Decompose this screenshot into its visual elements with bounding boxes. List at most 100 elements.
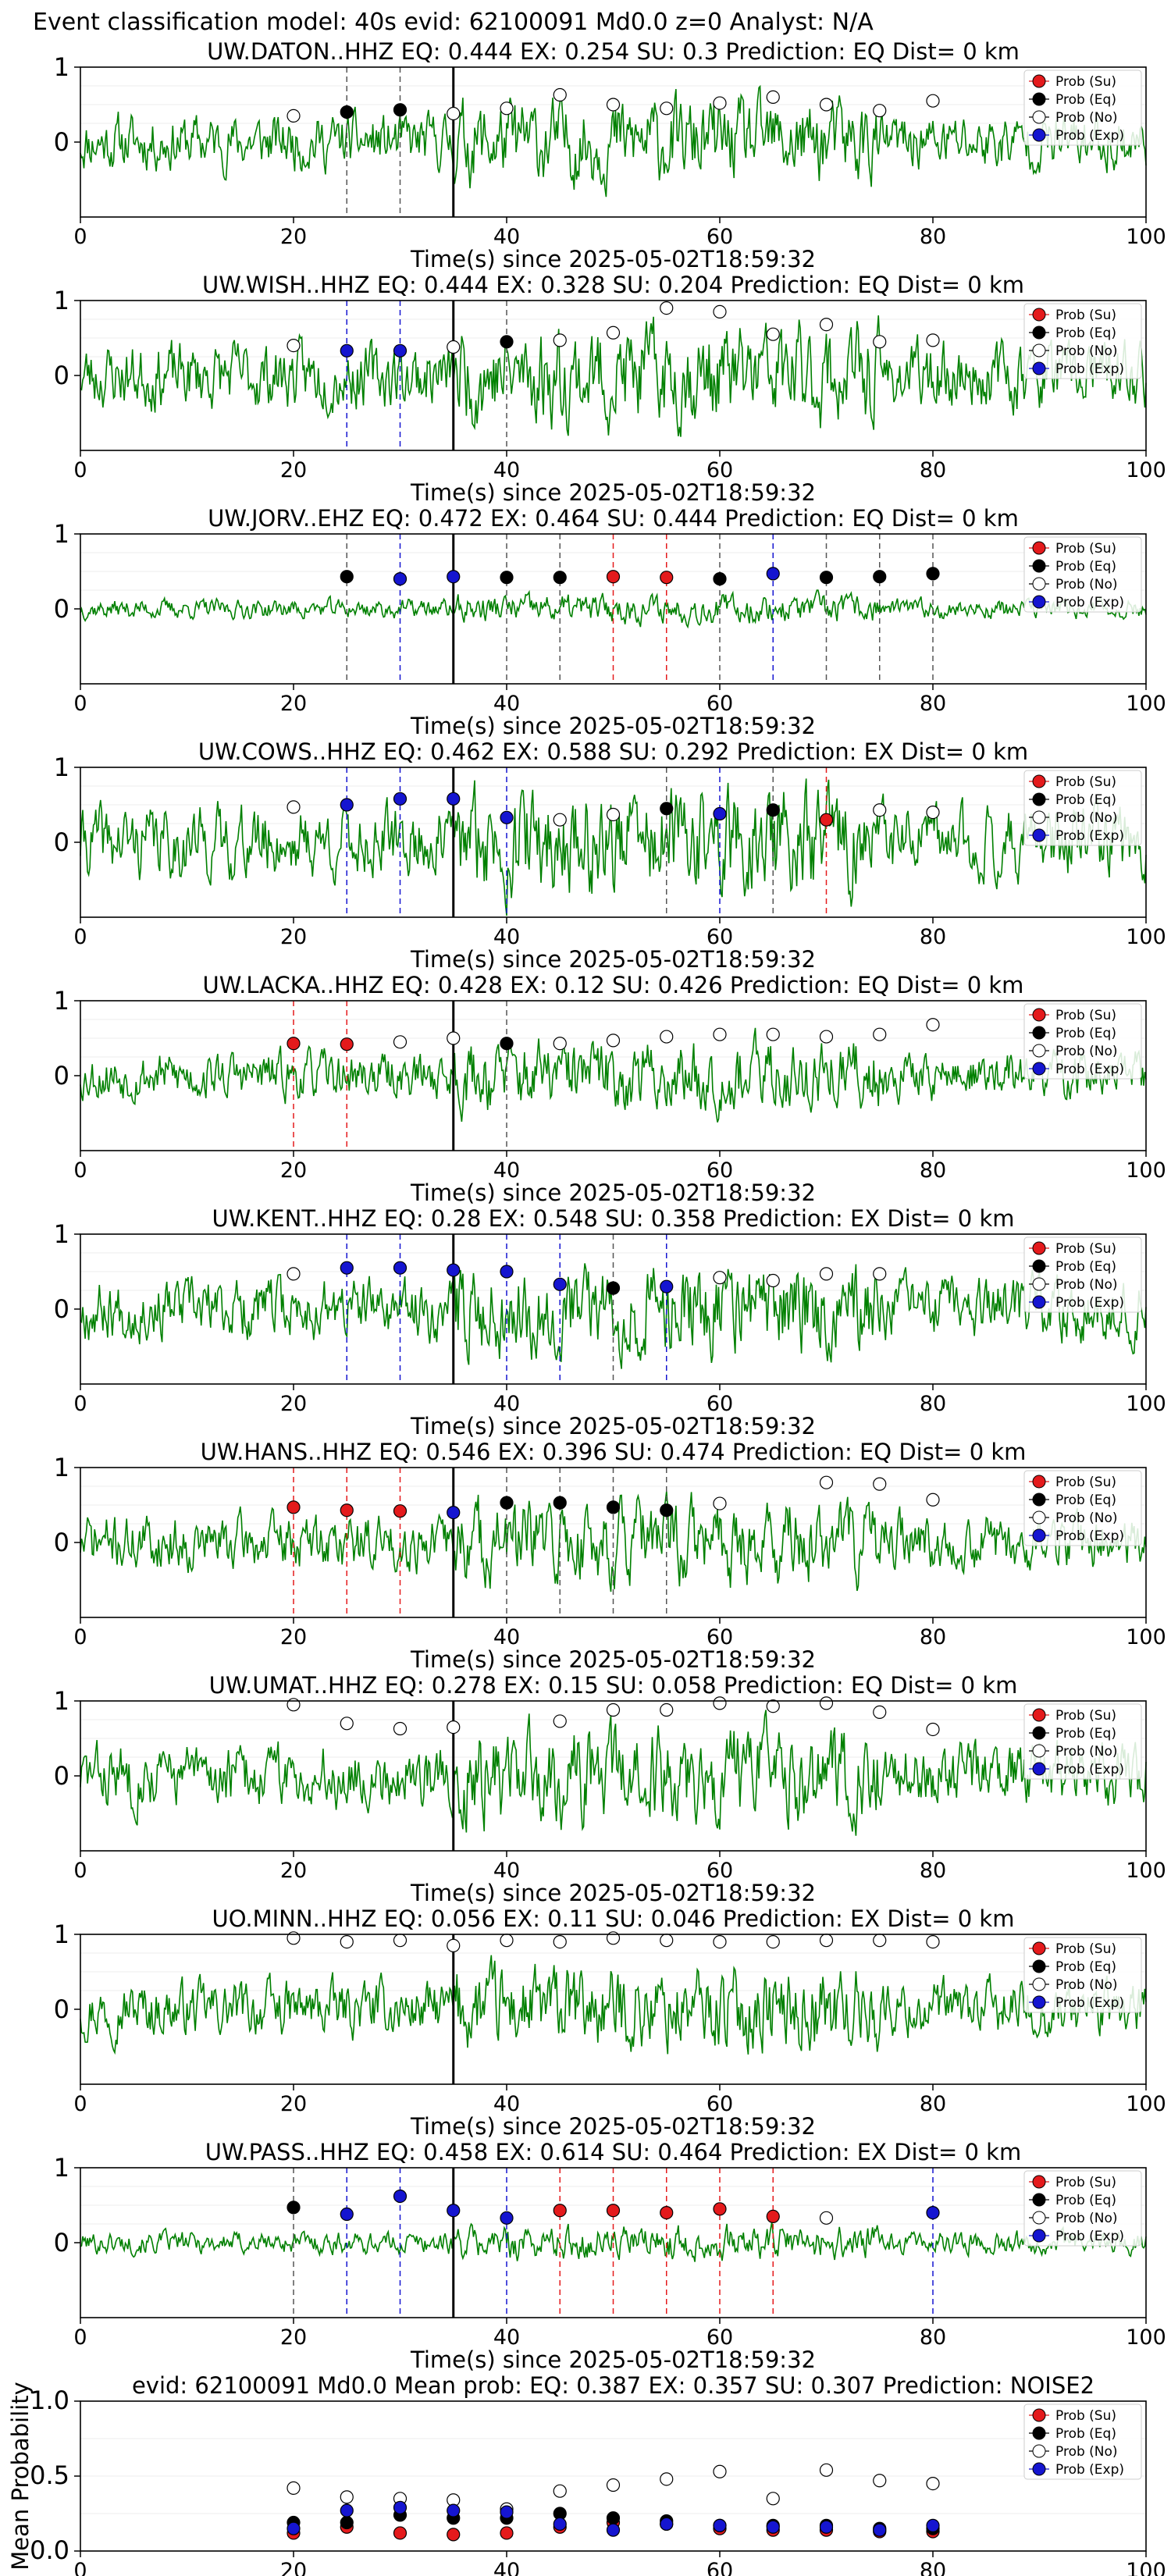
prob-marker-su: [660, 571, 674, 585]
prob-marker-no: [713, 96, 727, 110]
x-tick-label: 100: [1126, 2325, 1166, 2350]
legend-label: Prob (No): [1055, 1277, 1118, 1293]
prob-marker-no: [873, 803, 887, 817]
prob-marker-su: [340, 1037, 354, 1051]
legend-label: Prob (Exp): [1055, 128, 1124, 144]
axes-frame: [80, 1934, 1147, 2085]
prob-marker-eq: [873, 570, 887, 584]
legend-label: Prob (Su): [1055, 1708, 1116, 1724]
x-axis-label: Time(s) since 2025-05-02T18:59:32: [410, 2347, 816, 2373]
x-tick-label: 80: [920, 2325, 946, 2350]
prob-marker-no: [340, 1935, 354, 1949]
mean-marker-exp: [287, 2521, 301, 2535]
prob-marker-exp: [340, 2207, 354, 2222]
prob-marker-no: [713, 1935, 727, 1949]
prob-marker-no: [500, 1934, 514, 1948]
legend-marker-no: [1032, 577, 1046, 591]
prob-marker-no: [766, 1273, 780, 1288]
mean-marker-no: [340, 2490, 354, 2504]
mean-marker-no: [713, 2464, 727, 2478]
prob-marker-su: [819, 813, 834, 827]
prob-marker-exp: [447, 1263, 461, 1277]
legend-marker-no: [1032, 2444, 1046, 2458]
prob-marker-no: [660, 1030, 674, 1044]
mean-marker-exp: [606, 2523, 621, 2537]
mean-marker-exp: [447, 2503, 461, 2517]
prob-marker-eq: [926, 567, 940, 581]
legend-label: Prob (No): [1055, 1510, 1118, 1526]
legend-marker-no: [1032, 1744, 1046, 1758]
legend-marker-eq: [1032, 2193, 1046, 2207]
legend-label: Prob (No): [1055, 110, 1118, 126]
x-tick-label: 60: [707, 925, 733, 949]
mean-marker-no: [926, 2477, 940, 2491]
prob-marker-no: [393, 1721, 408, 1736]
prob-marker-no: [660, 1934, 674, 1948]
legend-label: Prob (Eq): [1055, 326, 1116, 341]
x-tick-label: 60: [707, 2092, 733, 2116]
mean-marker-exp: [873, 2523, 887, 2537]
prob-marker-exp: [393, 1261, 408, 1275]
mean-probability-panel: evid: 62100091 Md0.0 Mean prob: EQ: 0.38…: [7, 2372, 1166, 2576]
mean-marker-exp: [393, 2500, 408, 2514]
legend-marker-su: [1032, 1475, 1046, 1489]
legend-label: Prob (Exp): [1055, 1295, 1124, 1311]
prob-marker-su: [660, 2206, 674, 2220]
x-tick-label: 40: [493, 925, 520, 949]
legend-marker-exp: [1032, 1062, 1046, 1076]
prob-marker-eq: [287, 2201, 301, 2215]
y-tick-label: 1.0: [30, 2386, 69, 2415]
legend-label: Prob (Su): [1055, 1941, 1116, 1957]
legend-marker-su: [1032, 1708, 1046, 1722]
prob-marker-no: [553, 1037, 567, 1051]
x-tick-label: 100: [1126, 2092, 1166, 2116]
x-tick-label: 100: [1126, 925, 1166, 949]
y-tick-label: 1: [54, 1453, 69, 1482]
prob-marker-exp: [500, 2211, 514, 2225]
x-tick-label: 0: [73, 2559, 87, 2576]
legend-marker-su: [1032, 308, 1046, 322]
seismic-trace: [80, 2222, 1147, 2262]
mean-marker-no: [660, 2472, 674, 2486]
legend-box: [1023, 1003, 1142, 1080]
y-tick-label: 1: [54, 52, 69, 82]
axes-frame: [80, 2167, 1147, 2318]
y-tick-label: 1: [54, 1686, 69, 1716]
legend-label: Prob (Su): [1055, 1008, 1116, 1023]
legend-label: Prob (Eq): [1055, 792, 1116, 808]
x-tick-label: 0: [73, 925, 87, 949]
legend-marker-eq: [1032, 1493, 1046, 1507]
y-tick-label: 1: [54, 1219, 69, 1249]
x-tick-label: 0: [73, 692, 87, 716]
x-tick-label: 20: [280, 925, 307, 949]
x-tick-label: 40: [493, 1625, 520, 1649]
prob-marker-su: [393, 1504, 408, 1518]
prob-marker-su: [287, 1037, 301, 1051]
x-axis-label: Time(s) since 2025-05-02T18:59:32: [410, 1413, 816, 1439]
legend-box: [1023, 1703, 1142, 1780]
y-tick-label: 1: [54, 753, 69, 782]
legend-label: Prob (Eq): [1055, 1493, 1116, 1508]
prob-marker-no: [819, 1030, 834, 1044]
seismic-trace: [80, 1263, 1147, 1369]
prob-marker-no: [606, 1034, 621, 1048]
legend-marker-su: [1032, 2175, 1046, 2189]
prob-marker-no: [713, 1271, 727, 1285]
x-tick-label: 60: [707, 1859, 733, 1883]
prob-marker-no: [926, 805, 940, 820]
prob-marker-eq: [713, 571, 727, 586]
x-tick-label: 80: [920, 925, 946, 949]
prob-marker-no: [819, 1475, 834, 1489]
legend-marker-eq: [1032, 559, 1046, 573]
legend-marker-no: [1032, 1977, 1046, 1991]
legend-marker-no: [1032, 2211, 1046, 2225]
prob-marker-no: [553, 1935, 567, 1949]
prob-marker-no: [287, 1931, 301, 1945]
x-tick-label: 20: [280, 1392, 307, 1416]
y-tick-label: 0: [54, 1061, 69, 1091]
prob-marker-eq: [340, 570, 354, 584]
prob-marker-exp: [393, 571, 408, 586]
x-tick-label: 80: [920, 1158, 946, 1183]
x-tick-label: 60: [707, 225, 733, 249]
x-tick-label: 0: [73, 2325, 87, 2350]
